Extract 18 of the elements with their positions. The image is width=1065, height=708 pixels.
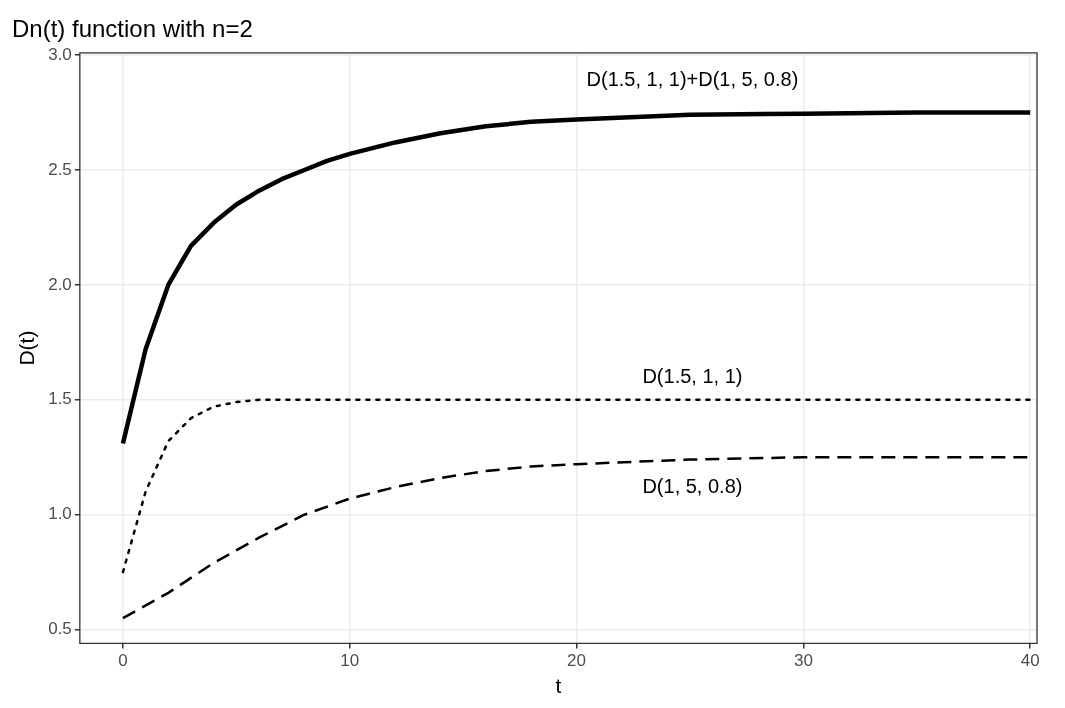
line-series — [121, 398, 1032, 574]
x-tick-label: 20 — [567, 651, 587, 671]
series-label: D(1.5, 1, 1) — [642, 365, 743, 388]
x-tick-label: 10 — [340, 651, 360, 671]
y-tick-label: 1.5 — [48, 389, 72, 409]
x-tick-label: 40 — [1020, 651, 1040, 671]
y-tick-label: 0.5 — [48, 619, 72, 639]
series-label: D(1.5, 1, 1)+D(1, 5, 0.8) — [586, 68, 799, 91]
x-tick-label: 30 — [793, 651, 813, 671]
y-tick-label: 1.0 — [48, 504, 72, 524]
x-tick-label: 0 — [118, 651, 128, 671]
series-label: D(1, 5, 0.8) — [642, 474, 743, 497]
chart-title: Dn(t) function with n=2 — [12, 15, 253, 43]
y-axis-title: D(t) — [15, 330, 39, 366]
x-axis-title: t — [555, 674, 562, 698]
y-tick-label: 2.0 — [48, 274, 72, 294]
y-tick-label: 2.5 — [48, 159, 72, 179]
y-tick-label: 3.0 — [48, 44, 72, 64]
